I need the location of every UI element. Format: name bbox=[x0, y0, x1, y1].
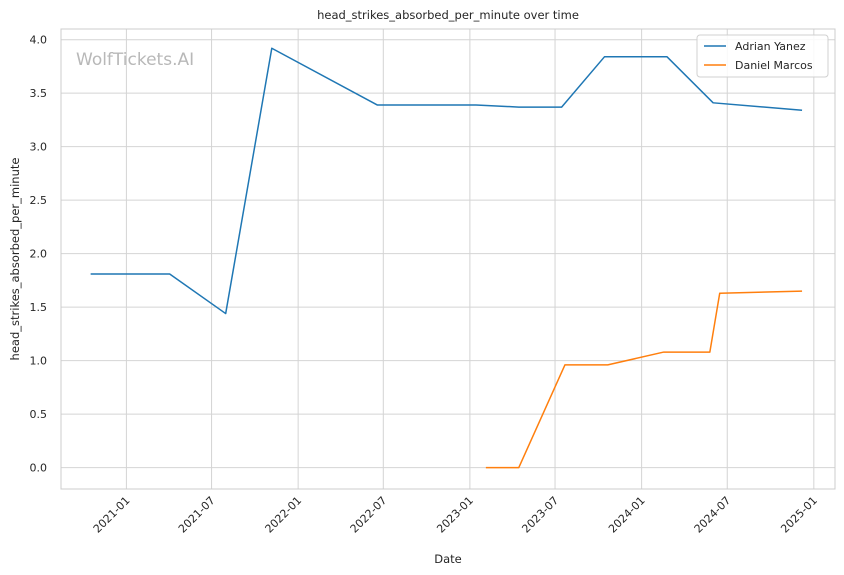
y-tick-label: 3.0 bbox=[30, 141, 48, 154]
plot-area bbox=[60, 28, 836, 490]
x-axis-label: Date bbox=[434, 552, 462, 566]
y-tick-label: 2.0 bbox=[30, 248, 48, 261]
x-tick-labels: 2021-01 2021-07 2022-01 2022-07 2023-01 2023-… bbox=[91, 494, 820, 536]
y-tick-labels: 0.0 0.5 1.0 1.5 2.0 2.5 3.0 3.5 4.0 bbox=[30, 34, 48, 475]
chart-title: head_strikes_absorbed_per_minute over ti… bbox=[317, 8, 579, 22]
series-lines bbox=[90, 47, 803, 469]
series-line-adrian-yanez bbox=[90, 47, 803, 315]
x-tick-label: 2021-01 bbox=[91, 494, 133, 536]
y-tick-label: 3.5 bbox=[30, 87, 48, 100]
legend-box bbox=[696, 34, 829, 78]
y-tick-label: 0.5 bbox=[30, 408, 48, 421]
x-tick-label: 2021-07 bbox=[176, 494, 218, 536]
x-tick-label: 2024-07 bbox=[692, 494, 734, 536]
y-tick-label: 1.5 bbox=[30, 301, 48, 314]
x-tick-label: 2023-01 bbox=[434, 494, 476, 536]
legend-entry: Daniel Marcos bbox=[735, 59, 813, 72]
x-tick-label: 2024-01 bbox=[606, 494, 648, 536]
series-line-daniel-marcos bbox=[485, 290, 803, 469]
y-axis-label: head_strikes_absorbed_per_minute bbox=[8, 158, 22, 361]
y-tick-label: 4.0 bbox=[30, 34, 48, 47]
x-tick-label: 2023-07 bbox=[519, 494, 561, 536]
y-gridlines bbox=[61, 39, 835, 469]
x-tick-label: 2022-07 bbox=[348, 494, 390, 536]
x-gridlines bbox=[125, 29, 815, 489]
y-tick-label: 2.5 bbox=[30, 194, 48, 207]
x-tick-label: 2025-01 bbox=[778, 494, 820, 536]
y-tick-label: 1.0 bbox=[30, 355, 48, 368]
legend-entry: Adrian Yanez bbox=[735, 40, 806, 53]
watermark: WolfTickets.AI bbox=[76, 50, 194, 70]
y-tick-label: 0.0 bbox=[30, 462, 48, 475]
x-tick-label: 2022-01 bbox=[263, 494, 305, 536]
legend: Adrian Yanez Daniel Marcos bbox=[696, 34, 829, 78]
